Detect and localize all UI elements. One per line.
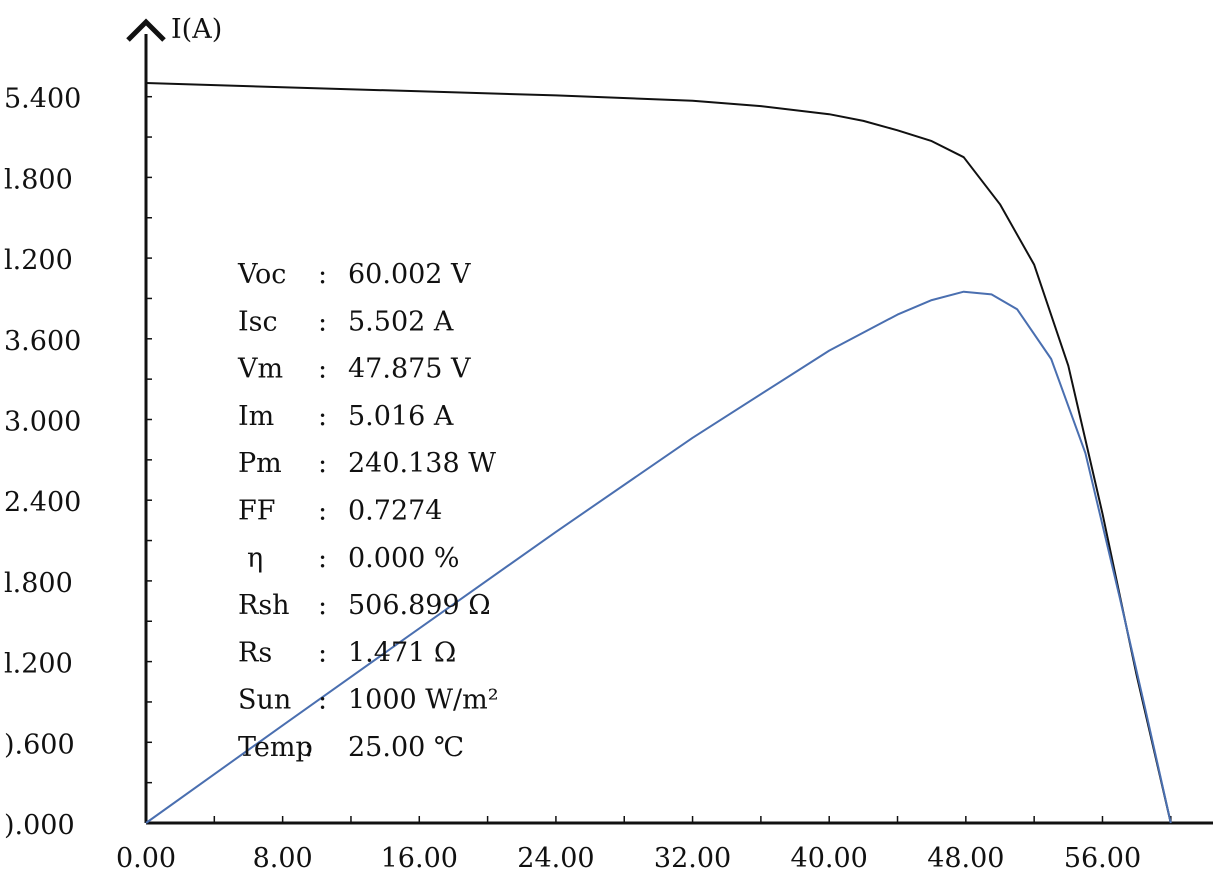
param-label: Sun — [238, 685, 291, 716]
x-tick-label: 32.00 — [654, 843, 731, 874]
y-tick-label: 2.400 — [4, 487, 81, 518]
param-value: 506.899 Ω — [348, 590, 491, 621]
param-label: Im — [238, 401, 274, 432]
pv-curve-line — [145, 290, 1172, 824]
param-separator: : — [318, 637, 327, 668]
x-tick-label: 56.00 — [1064, 843, 1141, 874]
x-tick-label: 24.00 — [517, 843, 594, 874]
x-tick-label: 0.00 — [116, 843, 176, 874]
param-value: 1.471 Ω — [348, 637, 456, 668]
param-label: η — [247, 543, 263, 574]
param-value: 25.00 ℃ — [348, 732, 464, 763]
x-tick-label: 40.00 — [791, 843, 868, 874]
param-label: Rs — [238, 637, 272, 668]
param-value: 0.000 % — [348, 543, 460, 574]
curves — [145, 82, 1172, 824]
x-tick-label: 16.00 — [381, 843, 458, 874]
x-tick-labels: 0.00 8.00 16.00 24.00 32.00 40.00 48.00 56.00 — [116, 843, 1141, 874]
param-value: 5.016 A — [348, 401, 454, 432]
axes: I(A) — [126, 14, 1213, 825]
param-value: 1000 W/m² — [348, 685, 499, 716]
y-tick-label: l.800 — [4, 164, 73, 195]
param-label: Pm — [238, 448, 282, 479]
param-value: 60.002 V — [348, 259, 471, 290]
param-value: 240.138 W — [348, 448, 496, 479]
param-separator: : — [318, 543, 327, 574]
param-label: FF — [238, 496, 275, 527]
param-separator: : — [318, 448, 327, 479]
y-tick-labels: ).000 ).600 l.200 l.800 2.400 3.000 3.600 l.200… — [4, 84, 81, 841]
param-value: 47.875 V — [348, 354, 471, 385]
y-axis-title: I(A) — [171, 14, 222, 45]
ticks — [146, 95, 1172, 823]
y-tick-label: ).000 — [4, 810, 75, 841]
y-axis-arrow — [126, 18, 166, 42]
param-separator: : — [318, 259, 327, 290]
y-tick-label: 3.000 — [4, 407, 81, 438]
param-separator: : — [318, 685, 327, 716]
param-value: 0.7274 — [348, 496, 442, 527]
y-tick-label: 5.400 — [4, 84, 81, 115]
y-tick-label: l.200 — [4, 245, 73, 276]
iv-curve-line — [145, 82, 1172, 824]
param-separator: : — [304, 732, 313, 763]
param-separator: : — [318, 354, 327, 385]
param-separator: : — [318, 496, 327, 527]
param-label: Voc — [237, 259, 286, 290]
param-label: Temp — [238, 732, 313, 763]
param-value: 5.502 A — [348, 306, 454, 337]
param-separator: : — [318, 401, 327, 432]
param-separator: : — [318, 306, 327, 337]
param-label: Isc — [238, 306, 278, 337]
param-label: Rsh — [238, 590, 290, 621]
y-tick-label: l.200 — [4, 649, 73, 680]
y-tick-label: 3.600 — [4, 326, 81, 357]
param-label: Vm — [237, 354, 283, 385]
x-tick-label: 8.00 — [253, 843, 313, 874]
param-separator: : — [318, 590, 327, 621]
y-tick-label: ).600 — [4, 729, 75, 760]
x-tick-label: 48.00 — [927, 843, 1004, 874]
y-tick-label: l.800 — [4, 568, 73, 599]
